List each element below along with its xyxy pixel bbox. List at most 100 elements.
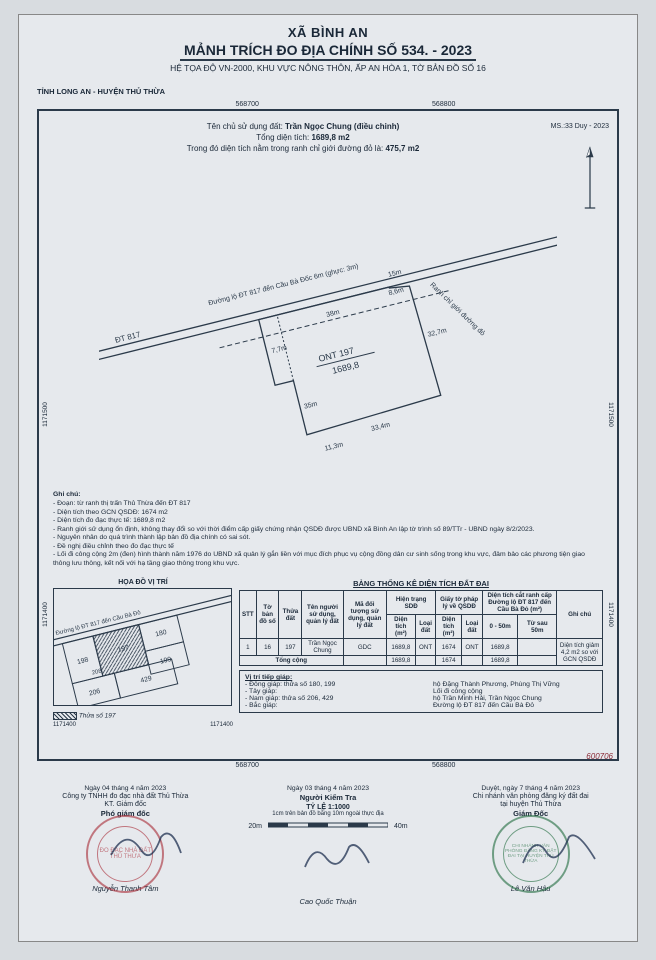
location-map-title: HỌA ĐỒ VỊ TRÍ [53, 579, 233, 586]
grid-bot-left: 568700 [236, 762, 259, 769]
th-gcn: Giấy tờ pháp lý về QSDĐ [436, 591, 483, 615]
note-item: - Lối đi công cộng 2m (đen) hình thành n… [53, 551, 603, 568]
page-code: 600706 [586, 752, 613, 761]
adj-north-owner: Đường lộ ĐT 817 đến Cầu Bà Đỏ [433, 702, 597, 709]
adj-north: - Bắc giáp: [245, 702, 409, 709]
note-item: - Diện tích đo đạc thực tế: 1689,8 m2 [53, 517, 603, 525]
page-header: XÃ BÌNH AN MẢNH TRÍCH ĐO ĐỊA CHÍNH SỐ 53… [29, 25, 627, 73]
td-thua: 197 [279, 639, 302, 656]
svg-text:35m: 35m [303, 401, 318, 411]
td-total-lbl: Tổng cộng [240, 656, 344, 666]
th-hien: Hiện trạng SDĐ [386, 591, 435, 615]
scale-t4: 40m [394, 823, 408, 830]
grid-top-right: 568800 [432, 101, 455, 108]
svg-text:7,7m: 7,7m [271, 345, 288, 356]
th-toban: Tờ bản đồ số [256, 591, 279, 639]
road-name-text: ĐT 817 [114, 330, 142, 345]
td-owner: Trần Ngọc Chung [302, 639, 343, 656]
sig3-date: Duyệt, ngày 7 tháng 4 năm 2023 [434, 785, 627, 792]
road-area: 475,7 m2 [385, 144, 419, 153]
th-loai2: Loại đất [461, 615, 482, 639]
th-loai1: Loại đất [415, 615, 436, 639]
adjacent-box: Vị trí tiếp giáp: - Đông giáp: thửa số 1… [239, 670, 603, 713]
legend-swatch-icon [53, 712, 77, 720]
location-map: HỌA ĐỒ VỊ TRÍ Đường lộ ĐT 817 đến Cầu Bà… [53, 579, 233, 728]
th-dt2: Diện tích (m²) [436, 615, 462, 639]
th-owner: Tên người sử dụng, quản lý đất [302, 591, 343, 639]
doc-title-no: 534. [401, 42, 428, 58]
map-frame: 568700 568800 568700 568800 1171500 1171… [37, 109, 619, 761]
scale-title: TỶ LỆ 1:1000 [232, 804, 425, 811]
svg-text:180: 180 [155, 629, 168, 639]
td-loai2: ONT [461, 639, 482, 656]
th-doituong: Mã đối tượng sử dụng, quản lý đất [343, 591, 386, 639]
adj-south-owner: hộ Trần Minh Hải, Trần Ngọc Chung [433, 695, 597, 702]
td-ghichu: Diện tích giảm 4,2 m2 so với GCN QSDĐ [557, 639, 603, 666]
th-cap: Diện tích cắt ranh cấp Đường lộ ĐT 817 đ… [482, 591, 556, 615]
td-toban: 16 [256, 639, 279, 656]
signature-approver: Duyệt, ngày 7 tháng 4 năm 2023 Chi nhánh… [434, 785, 627, 935]
td-loai1: ONT [415, 639, 436, 656]
note-item: - Nguyên nhân do quá trình thành lập bản… [53, 534, 603, 542]
sig1-role1: Công ty TNHH đo đạc nhà đất Thủ Thừa [29, 793, 222, 800]
commune-title: XÃ BÌNH AN [29, 25, 627, 40]
notes-section: Ghi chú: - Đoạn: từ ranh thị trấn Thủ Th… [53, 491, 603, 568]
td-cap1: 1689,8 [482, 639, 517, 656]
td-dt1: 1689,8 [386, 639, 415, 656]
svg-text:199: 199 [159, 656, 172, 666]
signature-checker: Ngày 03 tháng 4 năm 2023 Người Kiểm Tra … [232, 785, 425, 935]
td-cap2 [518, 639, 557, 656]
adjacent-title: Vị trí tiếp giáp: [245, 674, 409, 681]
lower-section: HỌA ĐỒ VỊ TRÍ Đường lộ ĐT 817 đến Cầu Bà… [53, 579, 603, 728]
td-total-cap1: 1689,8 [482, 656, 517, 666]
th-thua: Thửa đất [279, 591, 302, 639]
sig3-role1: Chi nhánh văn phòng đăng ký đất đai [434, 793, 627, 800]
total-area: 1689,8 m2 [311, 133, 349, 142]
road-area-label: Trong đó diện tích nằm trong ranh chỉ gi… [187, 144, 384, 153]
doc-title: MẢNH TRÍCH ĐO ĐỊA CHÍNH SỐ 534. - 2023 [29, 42, 627, 61]
mini-side-right: 1171400 [210, 722, 233, 728]
grid-bot-right: 568800 [432, 762, 455, 769]
svg-text:429: 429 [140, 675, 153, 685]
owner-info: Tên chủ sử dụng đất: Trần Ngọc Chung (đi… [51, 121, 555, 155]
doc-subtitle: HỆ TỌA ĐỘ VN-2000, KHU VỰC NÔNG THÔN, ẤP… [29, 63, 627, 73]
td-dt2: 1674 [436, 639, 462, 656]
sig2-role: Người Kiểm Tra [232, 793, 425, 802]
svg-text:38m: 38m [326, 309, 341, 319]
svg-text:206: 206 [88, 688, 101, 698]
td-ma: GDC [343, 639, 386, 656]
scale-t0: 20m [248, 823, 262, 830]
owner-name-label: Tên chủ sử dụng đất: [207, 122, 283, 131]
stats-table: STT Tờ bản đồ số Thửa đất Tên người sử d… [239, 590, 603, 666]
total-area-label: Tổng diện tích: [256, 133, 309, 142]
adj-west: - Tây giáp: [245, 688, 409, 695]
th-ghichu: Ghi chú [557, 591, 603, 639]
grid-top-left: 568700 [236, 101, 259, 108]
adj-south: - Nam giáp: thửa số 206, 429 [245, 695, 409, 702]
svg-text:11,3m: 11,3m [324, 441, 344, 452]
cadastral-page: XÃ BÌNH AN MẢNH TRÍCH ĐO ĐỊA CHÍNH SỐ 53… [18, 14, 638, 942]
svg-text:198: 198 [76, 656, 89, 666]
serial-label: MS.:33 Duy - 2023 [551, 123, 609, 130]
signature-company: Ngày 04 tháng 4 năm 2023 Công ty TNHH đo… [29, 785, 222, 935]
signature-scribble-icon [106, 825, 186, 865]
scale-bar: 20m 40m [232, 821, 425, 831]
doc-title-pre: MẢNH TRÍCH ĐO ĐỊA CHÍNH SỐ [184, 42, 397, 58]
td-total-dt1: 1689,8 [386, 656, 415, 666]
signature-row: Ngày 04 tháng 4 năm 2023 Công ty TNHH đo… [29, 785, 627, 935]
parcel-diagram: ĐT 817 Đường lộ ĐT 817 đến Cầu Bà Đốc 6m… [99, 199, 557, 461]
adj-west-owner: Lối đi công cộng [433, 688, 597, 695]
table-row: 1 16 197 Trần Ngọc Chung GDC 1689,8 ONT … [240, 639, 603, 656]
grid-side-top-left: 1171500 [42, 402, 49, 427]
signature-scribble-icon [297, 837, 377, 877]
sig3-role2: tại huyện Thủ Thừa [434, 801, 627, 808]
th-t1: 0 - 50m [482, 615, 517, 639]
th-stt: STT [240, 591, 257, 639]
svg-text:32,7m: 32,7m [427, 327, 448, 339]
note-item: - Đoạn: từ ranh thị trấn Thủ Thừa đến ĐT… [53, 500, 603, 508]
table-total-row: Tổng cộng 1689,8 1674 1689,8 [240, 656, 603, 666]
doc-title-year: - 2023 [432, 42, 472, 58]
scale-note: 1cm trên bản đồ bằng 10m ngoài thực địa [232, 811, 425, 817]
location-map-svg: Đường lộ ĐT 817 đến Cầu Bà Đỏ 197 180 19… [53, 588, 232, 706]
grid-side-bot-right: 1171400 [607, 602, 614, 627]
